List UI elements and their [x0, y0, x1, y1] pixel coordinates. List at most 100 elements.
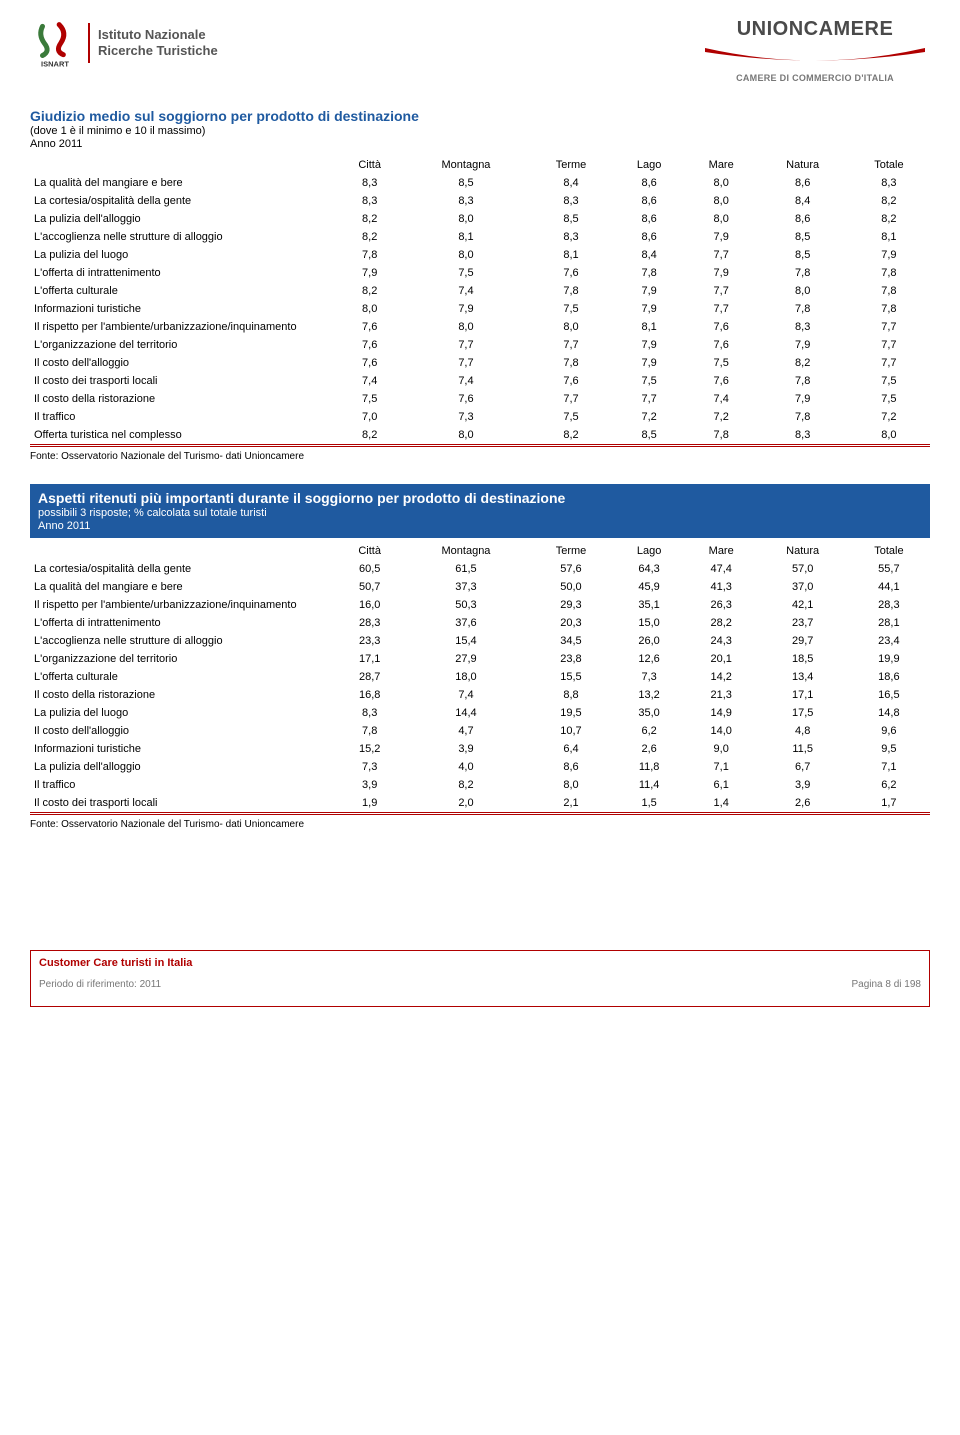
row-label: L'offerta di intrattenimento [30, 614, 336, 632]
table1-year: Anno 2011 [30, 138, 930, 150]
cell-value: 7,1 [848, 758, 930, 776]
cell-value: 29,7 [758, 632, 848, 650]
cell-value: 7,3 [613, 668, 684, 686]
cell-value: 8,2 [848, 210, 930, 228]
cell-value: 15,2 [336, 740, 403, 758]
cell-value: 8,2 [848, 192, 930, 210]
cell-value: 3,9 [336, 776, 403, 794]
row-label: L'offerta di intrattenimento [30, 264, 336, 282]
table-row: L'organizzazione del territorio7,67,77,7… [30, 336, 930, 354]
unioncamere-title: UNIONCAMERE [700, 18, 930, 41]
cell-value: 1,4 [685, 794, 758, 814]
cell-value: 7,4 [336, 372, 403, 390]
cell-value: 7,8 [613, 264, 684, 282]
cell-value: 7,6 [685, 318, 758, 336]
cell-value: 8,1 [403, 228, 528, 246]
table-row: La cortesia/ospitalità della gente8,38,3… [30, 192, 930, 210]
swoosh-icon [700, 43, 930, 71]
cell-value: 28,1 [848, 614, 930, 632]
row-label: L'organizzazione del territorio [30, 336, 336, 354]
logo-unioncamere: UNIONCAMERE CAMERE DI COMMERCIO D'ITALIA [700, 18, 930, 83]
cell-value: 64,3 [613, 560, 684, 578]
table-row: Informazioni turistiche15,23,96,42,69,01… [30, 740, 930, 758]
row-label: Informazioni turistiche [30, 740, 336, 758]
cell-value: 7,9 [685, 228, 758, 246]
cell-value: 6,2 [848, 776, 930, 794]
cell-value: 8,4 [529, 174, 614, 192]
cell-value: 7,5 [685, 354, 758, 372]
cell-value: 7,8 [758, 372, 848, 390]
cell-value: 8,6 [758, 210, 848, 228]
cell-value: 6,7 [758, 758, 848, 776]
cell-value: 7,8 [529, 354, 614, 372]
cell-value: 7,9 [758, 336, 848, 354]
cell-value: 8,3 [336, 192, 403, 210]
cell-value: 28,2 [685, 614, 758, 632]
cell-value: 8,2 [758, 354, 848, 372]
cell-value: 7,8 [758, 300, 848, 318]
table-row: L'accoglienza nelle strutture di alloggi… [30, 632, 930, 650]
cell-value: 47,4 [685, 560, 758, 578]
cell-value: 8,1 [529, 246, 614, 264]
footer-right: Pagina 8 di 198 [851, 979, 921, 990]
col-header: Città [336, 156, 403, 174]
cell-value: 28,3 [848, 596, 930, 614]
cell-value: 8,3 [336, 174, 403, 192]
cell-value: 7,8 [336, 246, 403, 264]
isnart-caption: ISNART [41, 59, 69, 68]
cell-value: 3,9 [403, 740, 528, 758]
cell-value: 8,5 [613, 426, 684, 446]
cell-value: 8,5 [529, 210, 614, 228]
table2: CittàMontagnaTermeLagoMareNaturaTotale L… [30, 542, 930, 815]
cell-value: 8,4 [758, 192, 848, 210]
cell-value: 8,2 [336, 426, 403, 446]
cell-value: 7,5 [529, 408, 614, 426]
cell-value: 7,2 [848, 408, 930, 426]
cell-value: 2,1 [529, 794, 614, 814]
row-label: La qualità del mangiare e bere [30, 578, 336, 596]
cell-value: 7,2 [685, 408, 758, 426]
cell-value: 8,3 [529, 192, 614, 210]
cell-value: 7,3 [336, 758, 403, 776]
row-label: L'accoglienza nelle strutture di alloggi… [30, 632, 336, 650]
row-label: Il costo dei trasporti locali [30, 372, 336, 390]
cell-value: 23,4 [848, 632, 930, 650]
cell-value: 14,4 [403, 704, 528, 722]
cell-value: 7,9 [685, 264, 758, 282]
cell-value: 3,9 [758, 776, 848, 794]
cell-value: 17,1 [758, 686, 848, 704]
col-header: Città [336, 542, 403, 560]
cell-value: 7,9 [403, 300, 528, 318]
row-label: La pulizia del luogo [30, 246, 336, 264]
cell-value: 8,0 [529, 776, 614, 794]
cell-value: 8,0 [685, 192, 758, 210]
footer-left: Periodo di riferimento: 2011 [39, 979, 161, 990]
cell-value: 8,5 [403, 174, 528, 192]
cell-value: 6,1 [685, 776, 758, 794]
col-header: Montagna [403, 156, 528, 174]
table-row: Il costo dei trasporti locali7,47,47,67,… [30, 372, 930, 390]
cell-value: 7,6 [336, 318, 403, 336]
col-header: Montagna [403, 542, 528, 560]
cell-value: 8,0 [403, 246, 528, 264]
cell-value: 35,0 [613, 704, 684, 722]
col-header-label [30, 156, 336, 174]
cell-value: 6,2 [613, 722, 684, 740]
cell-value: 13,2 [613, 686, 684, 704]
cell-value: 9,0 [685, 740, 758, 758]
cell-value: 23,8 [529, 650, 614, 668]
table-row: L'offerta culturale8,27,47,87,97,78,07,8 [30, 282, 930, 300]
col-header: Totale [848, 542, 930, 560]
cell-value: 8,3 [758, 318, 848, 336]
cell-value: 7,5 [848, 390, 930, 408]
row-label: Il costo dei trasporti locali [30, 794, 336, 814]
row-label: L'offerta culturale [30, 282, 336, 300]
isnart-icon: ISNART [30, 18, 80, 68]
cell-value: 7,9 [613, 354, 684, 372]
cell-value: 8,2 [336, 282, 403, 300]
cell-value: 37,3 [403, 578, 528, 596]
col-header: Mare [685, 542, 758, 560]
cell-value: 8,0 [336, 300, 403, 318]
cell-value: 7,8 [848, 282, 930, 300]
cell-value: 1,5 [613, 794, 684, 814]
